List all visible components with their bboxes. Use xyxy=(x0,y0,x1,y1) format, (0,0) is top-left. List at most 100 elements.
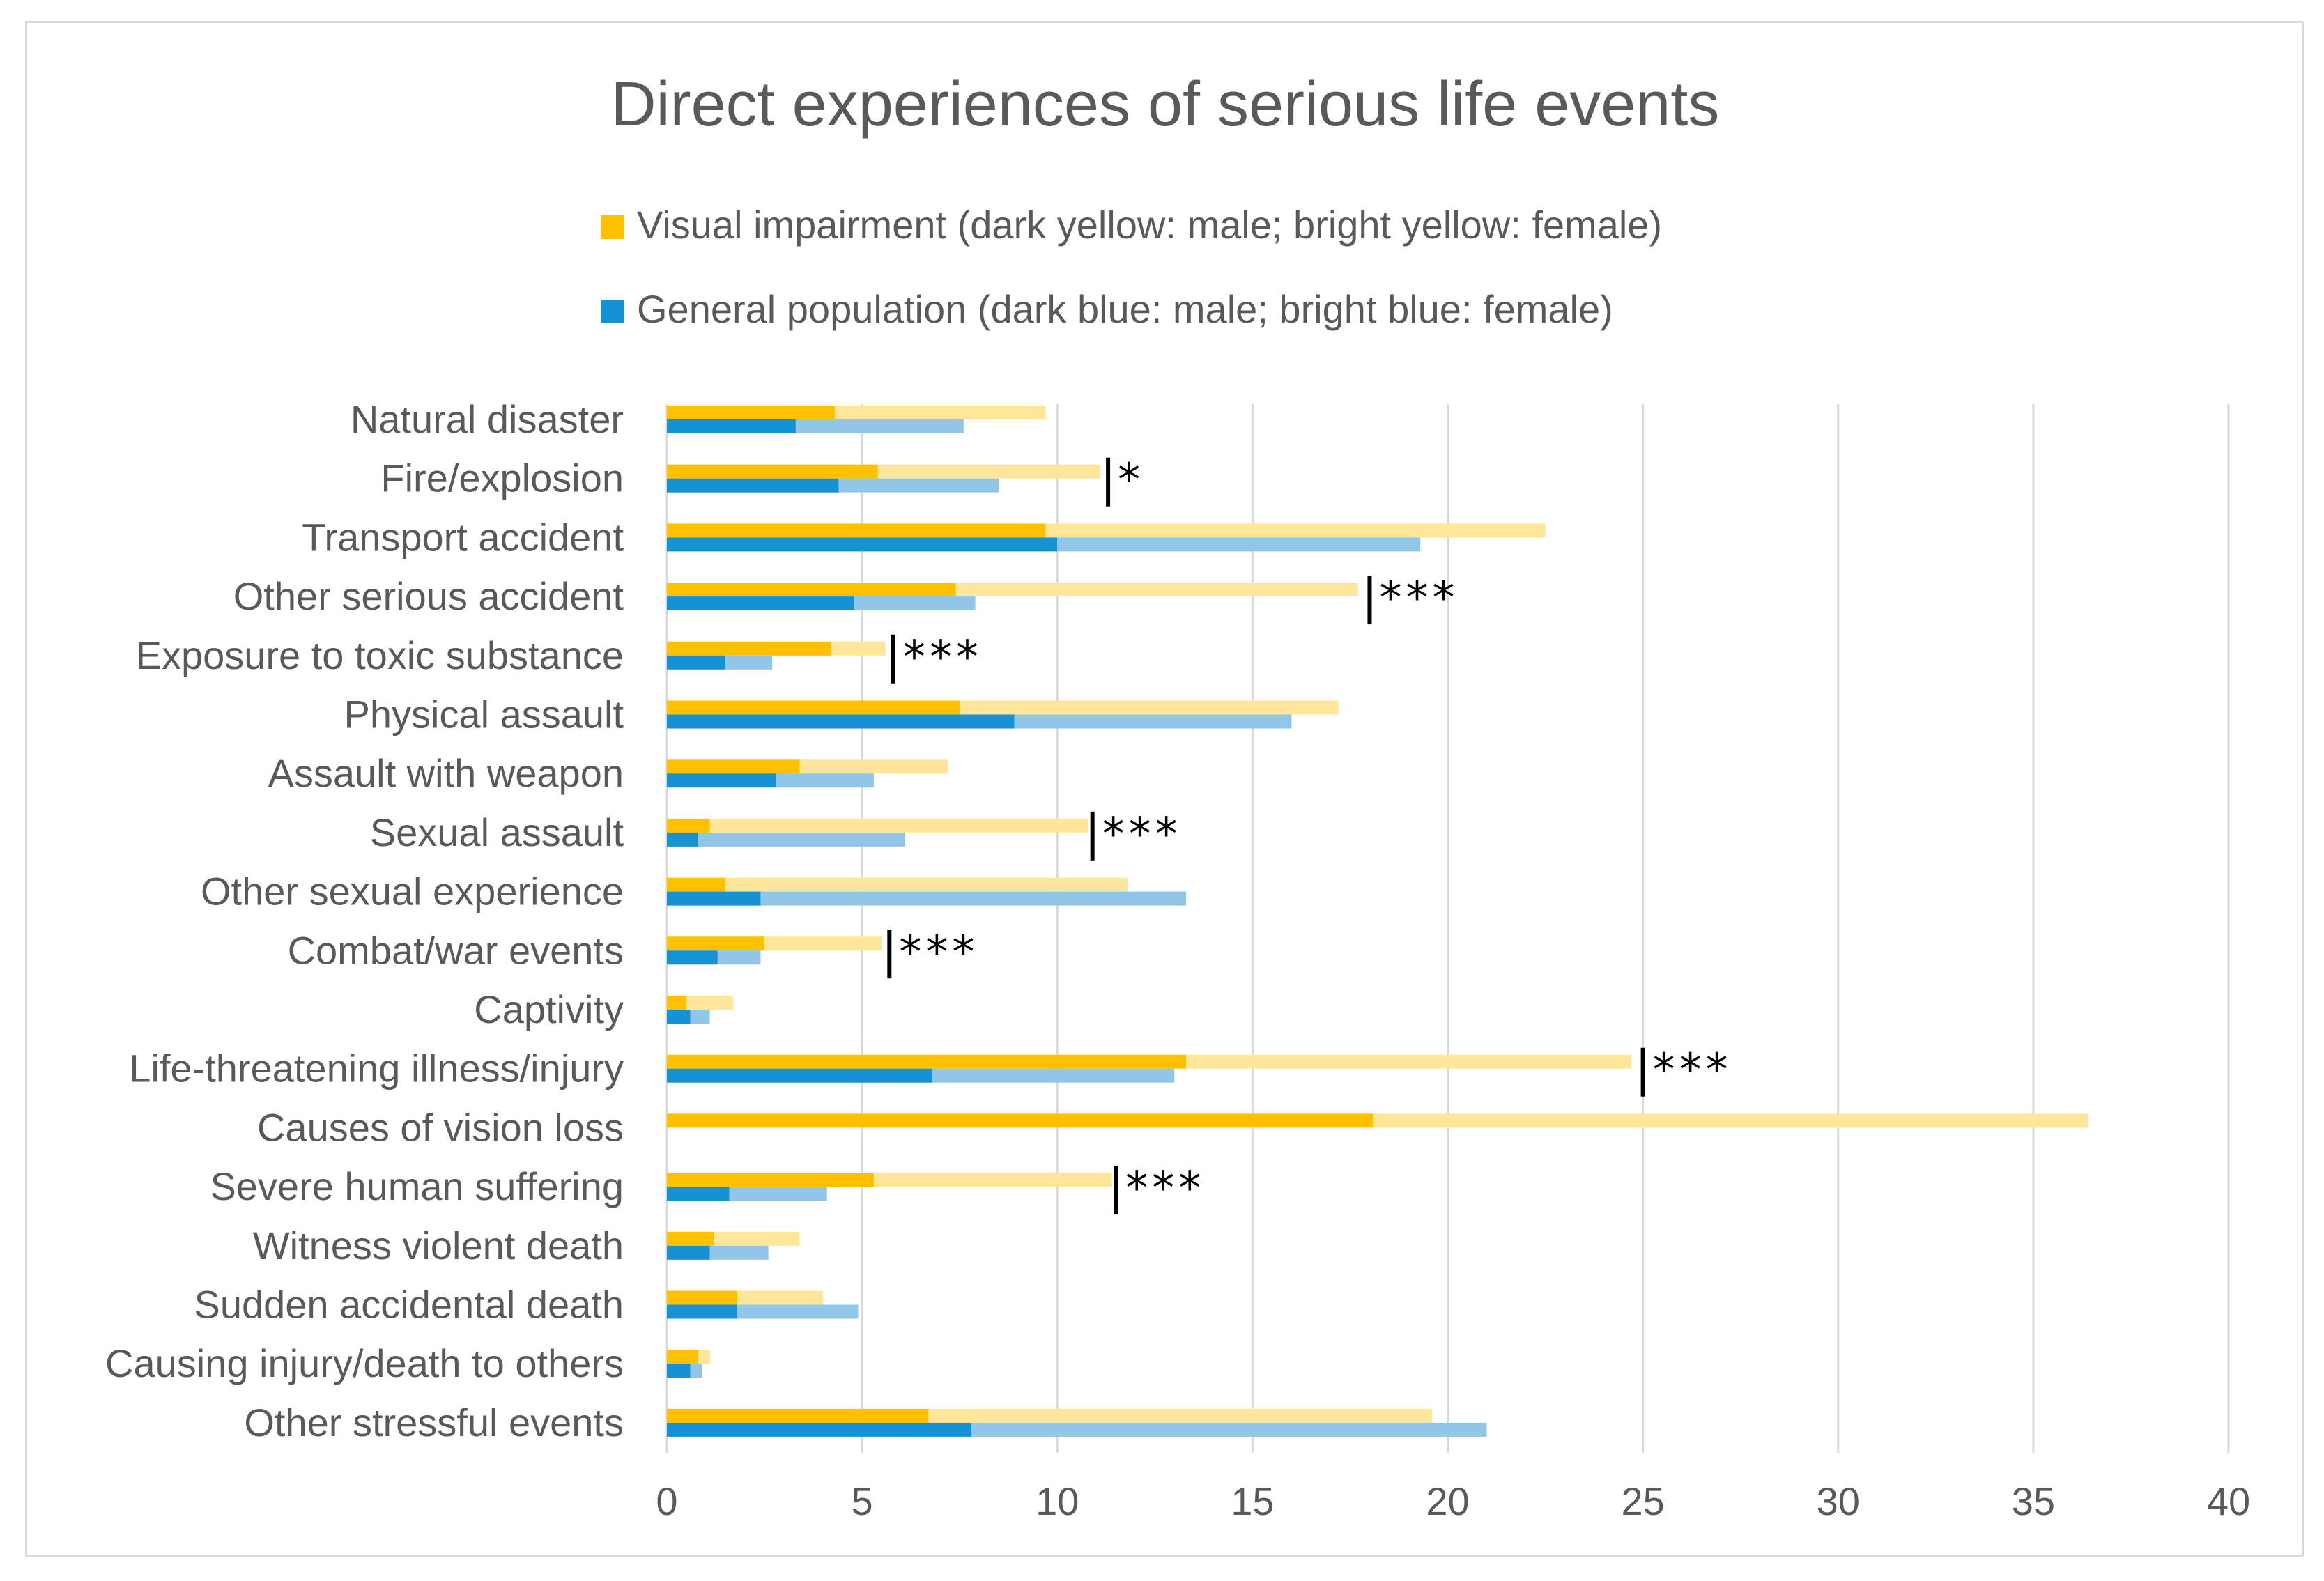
bar-vi-male-exposure-to-toxic-substance xyxy=(667,641,831,656)
x-tick-label: 5 xyxy=(852,1479,873,1523)
category-label: Transport accident xyxy=(302,515,624,559)
bar-vi-female-sexual-assault xyxy=(709,818,1089,833)
bar-vi-male-combat-war-events xyxy=(667,936,765,951)
bar-gp-female-fire-explosion xyxy=(838,478,999,493)
category-label: Physical assault xyxy=(344,693,624,736)
legend: Visual impairment (dark yellow: male; br… xyxy=(601,203,1662,331)
category-label: Combat/war events xyxy=(288,928,624,972)
x-tick-label: 40 xyxy=(2207,1479,2250,1523)
bar-gp-male-sudden-accidental-death xyxy=(667,1304,737,1319)
bar-gp-female-physical-assault xyxy=(1014,714,1292,729)
category-label: Sexual assault xyxy=(370,810,624,854)
category-label: Causing injury/death to others xyxy=(105,1341,624,1385)
bar-vi-female-causes-of-vision-loss xyxy=(1373,1113,2088,1128)
bar-gp-female-other-sexual-experience xyxy=(760,891,1187,906)
significance-label: *** xyxy=(1653,1045,1732,1097)
legend-label-general-population: General population (dark blue: male; bri… xyxy=(637,287,1613,331)
bar-gp-female-assault-with-weapon xyxy=(776,773,874,788)
chart-title: Direct experiences of serious life event… xyxy=(611,70,1720,139)
bar-vi-female-exposure-to-toxic-substance xyxy=(831,641,886,656)
category-labels: Natural disaster Fire/explosion Transport … xyxy=(105,397,624,1444)
bar-gp-female-life-threatening-illness-injury xyxy=(932,1068,1175,1083)
bar-gp-female-witness-violent-death xyxy=(709,1245,769,1260)
bar-gp-male-causing-injury-death-to-others xyxy=(667,1364,691,1378)
chart-frame xyxy=(25,21,2304,1557)
category-label: Captivity xyxy=(474,987,624,1031)
legend-label-visual-impairment: Visual impairment (dark yellow: male; br… xyxy=(637,203,1662,247)
bar-vi-male-sudden-accidental-death xyxy=(667,1290,737,1305)
bar-gp-female-causing-injury-death-to-others xyxy=(690,1364,702,1378)
grid-lines xyxy=(665,404,2230,1453)
category-label: Causes of vision loss xyxy=(257,1105,624,1149)
bars xyxy=(667,406,2088,1437)
bar-gp-female-exposure-to-toxic-substance xyxy=(725,655,773,670)
bar-gp-male-fire-explosion xyxy=(667,478,839,493)
bar-gp-female-sudden-accidental-death xyxy=(737,1304,859,1319)
bar-vi-male-assault-with-weapon xyxy=(667,759,800,774)
significance-label: * xyxy=(1118,455,1144,507)
bar-vi-male-other-sexual-experience xyxy=(667,877,726,892)
category-label: Severe human suffering xyxy=(210,1164,624,1208)
bar-gp-male-other-sexual-experience xyxy=(667,891,761,906)
category-label: Natural disaster xyxy=(351,397,624,441)
bar-gp-female-severe-human-suffering xyxy=(729,1187,827,1201)
x-tick-label: 30 xyxy=(1817,1479,1860,1523)
bar-vi-female-life-threatening-illness-injury xyxy=(1186,1054,1631,1069)
legend-swatch-visual-impairment xyxy=(601,215,624,239)
bar-gp-male-assault-with-weapon xyxy=(667,773,776,788)
category-label: Assault with weapon xyxy=(268,751,624,795)
bar-vi-male-other-stressful-events xyxy=(667,1408,929,1423)
bar-vi-female-sudden-accidental-death xyxy=(737,1290,824,1305)
bar-vi-female-other-sexual-experience xyxy=(725,877,1128,892)
bar-vi-female-physical-assault xyxy=(960,700,1339,715)
x-tick-label: 10 xyxy=(1036,1479,1079,1523)
category-label: Life-threatening illness/injury xyxy=(129,1047,624,1090)
bar-vi-female-fire-explosion xyxy=(877,464,1100,479)
bar-gp-female-sexual-assault xyxy=(698,832,905,847)
bar-gp-female-transport-accident xyxy=(1057,537,1421,552)
category-label: Other sexual experience xyxy=(201,870,624,913)
bar-vi-female-assault-with-weapon xyxy=(799,759,948,774)
category-label: Sudden accidental death xyxy=(194,1283,624,1327)
bar-gp-male-other-stressful-events xyxy=(667,1422,971,1437)
bar-gp-male-physical-assault xyxy=(667,714,1015,729)
bar-vi-male-witness-violent-death xyxy=(667,1231,714,1246)
x-tick-label: 35 xyxy=(2012,1479,2055,1523)
bar-gp-male-sexual-assault xyxy=(667,832,698,847)
significance-label: *** xyxy=(1125,1163,1205,1214)
bar-gp-female-natural-disaster xyxy=(795,419,964,433)
bar-vi-male-severe-human-suffering xyxy=(667,1173,874,1187)
x-tick-label: 25 xyxy=(1621,1479,1664,1523)
bar-gp-male-exposure-to-toxic-substance xyxy=(667,655,726,670)
bar-vi-male-sexual-assault xyxy=(667,818,710,833)
significance-label: *** xyxy=(903,632,983,684)
bar-vi-male-physical-assault xyxy=(667,700,960,715)
bar-vi-female-other-serious-accident xyxy=(955,583,1358,597)
bar-gp-male-severe-human-suffering xyxy=(667,1187,730,1201)
bar-vi-female-other-stressful-events xyxy=(928,1408,1433,1423)
bar-gp-male-transport-accident xyxy=(667,537,1058,552)
category-label: Other serious accident xyxy=(233,574,624,618)
x-axis-ticks: 0 5 10 15 20 25 30 35 40 xyxy=(656,1479,2250,1523)
x-tick-label: 15 xyxy=(1231,1479,1274,1523)
category-label: Exposure to toxic substance xyxy=(136,633,624,677)
bar-gp-male-other-serious-accident xyxy=(667,596,854,611)
bar-vi-male-natural-disaster xyxy=(667,406,835,419)
bar-vi-female-transport-accident xyxy=(1045,523,1546,538)
x-tick-label: 0 xyxy=(656,1479,677,1523)
bar-gp-male-life-threatening-illness-injury xyxy=(667,1068,932,1083)
bar-vi-male-fire-explosion xyxy=(667,464,878,479)
bar-gp-female-other-serious-accident xyxy=(854,596,976,611)
bar-vi-male-life-threatening-illness-injury xyxy=(667,1054,1187,1069)
significance-annotations: ******************* xyxy=(887,455,1732,1215)
bar-gp-female-other-stressful-events xyxy=(971,1422,1487,1437)
bar-gp-male-combat-war-events xyxy=(667,950,718,965)
bar-vi-male-other-serious-accident xyxy=(667,583,956,597)
bar-gp-male-witness-violent-death xyxy=(667,1245,710,1260)
bar-vi-female-captivity xyxy=(686,996,734,1010)
bar-gp-female-captivity xyxy=(690,1010,710,1024)
bar-gp-female-combat-war-events xyxy=(717,950,761,965)
bar-vi-female-witness-violent-death xyxy=(714,1231,800,1246)
bar-vi-male-causes-of-vision-loss xyxy=(667,1113,1374,1128)
